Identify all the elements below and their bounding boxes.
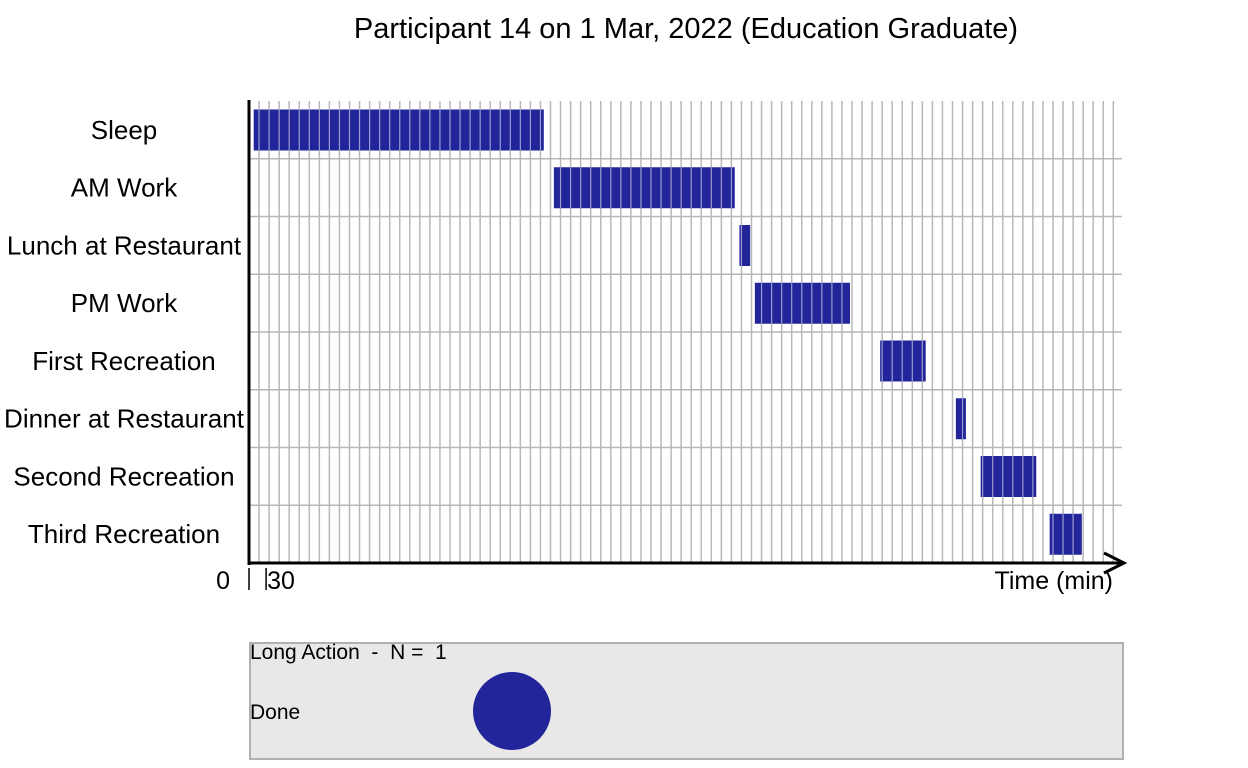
- task-bar: [739, 225, 751, 266]
- lane-label: Sleep: [91, 115, 158, 145]
- lane-labels: Sleep AM Work Lunch at Restaurant PM Work Fi…: [4, 115, 245, 549]
- lane-label: Second Recreation: [13, 461, 234, 491]
- lane-label: AM Work: [71, 173, 178, 203]
- lane-label: PM Work: [71, 288, 178, 318]
- lane-label: Dinner at Restaurant: [4, 404, 245, 434]
- chart-title: Participant 14 on 1 Mar, 2022 (Education…: [354, 13, 1018, 45]
- x-tick-label: 0: [216, 567, 230, 595]
- legend-item-done-label: Done: [250, 701, 300, 724]
- task-bar: [553, 167, 735, 209]
- task-bar: [980, 456, 1037, 497]
- legend: Long Action - N = 1 Done: [249, 641, 1124, 760]
- x-tick-label: 30: [267, 567, 295, 595]
- lane-label: Third Recreation: [28, 519, 220, 549]
- x-axis-label: Time (min): [994, 567, 1113, 595]
- lane-label: First Recreation: [32, 346, 216, 376]
- grid: [249, 101, 1122, 563]
- legend-heading: Long Action - N = 1: [250, 641, 447, 664]
- task-bars: [253, 109, 1082, 555]
- task-bar: [1049, 513, 1082, 555]
- x-axis-arrowhead: [1103, 551, 1128, 575]
- task-bar: [880, 340, 926, 382]
- task-bar: [754, 282, 850, 324]
- lane-label: Lunch at Restaurant: [7, 230, 242, 260]
- task-bar: [253, 109, 544, 151]
- axes: [247, 100, 1128, 575]
- x-ticks: 0 30: [216, 567, 295, 595]
- legend-box: [249, 642, 1124, 760]
- task-bar: [955, 398, 966, 440]
- legend-item-done-marker: [473, 672, 551, 750]
